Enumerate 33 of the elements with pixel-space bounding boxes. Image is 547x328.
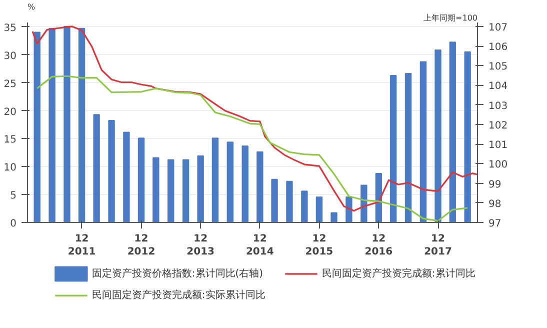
y-tick-label: 30: [4, 50, 17, 62]
y2-axis-title: 上年同期=100: [424, 14, 478, 22]
y2-tick-label: 106: [488, 42, 508, 54]
legend-label: 民间固定资产投资完成额:实际累计同比: [92, 289, 266, 302]
x-tick-label: 12 2013: [186, 234, 215, 258]
y-tick-label: 5: [10, 190, 17, 202]
line-series: [32, 26, 478, 212]
y-tick-label: 20: [4, 106, 17, 118]
y2-tick-label: 98: [488, 198, 502, 210]
y2-tick-label: 97: [488, 218, 502, 230]
x-tick-label: 12 2011: [68, 234, 96, 258]
line-series: [36, 75, 468, 222]
y2-tick-label: 102: [488, 120, 508, 132]
x-tick-label: 12 2017: [424, 234, 452, 258]
y-tick-label: 35: [4, 22, 17, 34]
y2-tick-label: 101: [488, 140, 508, 152]
y2-tick-label: 107: [488, 22, 508, 34]
y-axis-title: %: [28, 2, 36, 12]
x-tick-label: 12 2016: [364, 234, 393, 258]
y2-tick-label: 100: [488, 160, 508, 171]
x-tick-label: 12 2014: [246, 234, 274, 258]
y2-tick-label: 104: [488, 81, 508, 92]
legend-label: 民间固定资产投资完成额:累计同比: [322, 267, 476, 280]
y-tick-label: 15: [4, 134, 17, 146]
y-tick-label: 10: [4, 162, 17, 174]
x-tick-label: 12 2012: [127, 234, 156, 258]
y2-tick-label: 105: [488, 62, 508, 73]
y-tick-label: 0: [10, 218, 17, 230]
y-tick-label: 25: [4, 78, 17, 90]
y2-tick-label: 99: [488, 179, 502, 190]
x-tick-label: 12 2015: [305, 234, 334, 258]
y2-tick-label: 103: [488, 100, 508, 112]
legend-label: 固定资产投资价格指数:累计同比(右轴): [92, 267, 264, 280]
